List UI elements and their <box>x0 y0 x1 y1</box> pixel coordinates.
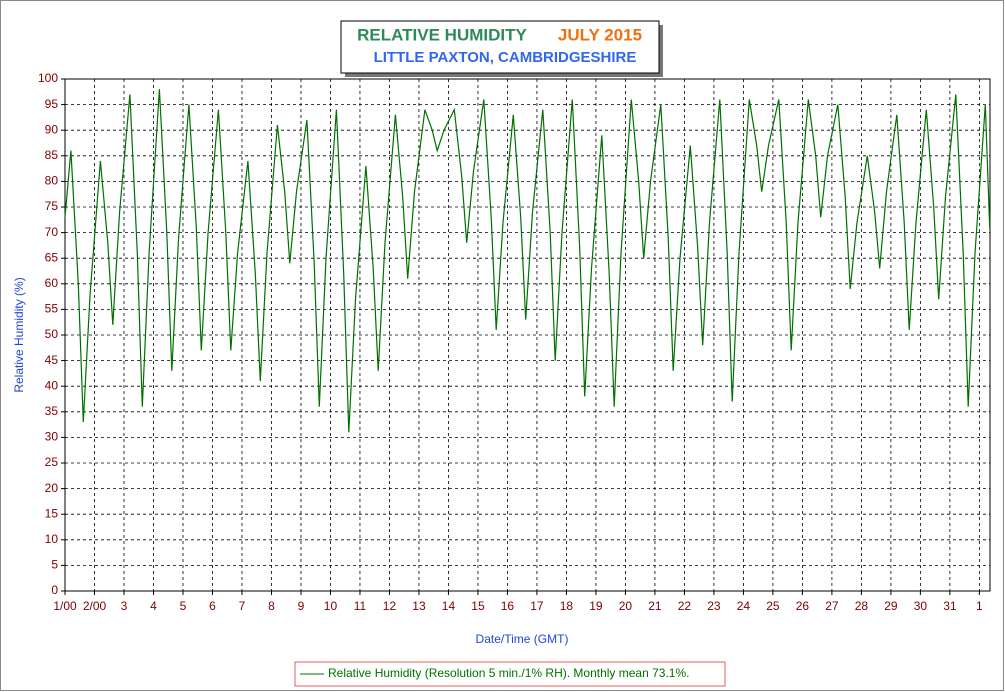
x-tick-label: 5 <box>180 599 187 613</box>
chart-subtitle: LITTLE PAXTON, CAMBRIDGESHIRE <box>374 49 637 66</box>
chart-title-period: JULY 2015 <box>558 25 642 44</box>
x-tick-label: 20 <box>619 599 633 613</box>
x-tick-label: 14 <box>442 599 456 613</box>
y-tick-label: 60 <box>45 276 59 290</box>
y-tick-label: 45 <box>45 353 59 367</box>
x-tick-label: 25 <box>766 599 780 613</box>
y-tick-label: 80 <box>45 174 59 188</box>
x-tick-label: 21 <box>648 599 662 613</box>
x-tick-label: 30 <box>914 599 928 613</box>
y-tick-label: 70 <box>45 225 59 239</box>
y-tick-label: 40 <box>45 378 59 392</box>
y-tick-label: 0 <box>51 583 58 597</box>
y-tick-label: 20 <box>45 481 59 495</box>
y-tick-label: 90 <box>45 122 59 136</box>
y-tick-label: 10 <box>45 532 59 546</box>
x-tick-label: 1/00 <box>53 599 77 613</box>
y-tick-label: 85 <box>45 148 59 162</box>
x-tick-label: 26 <box>796 599 810 613</box>
y-tick-label: 50 <box>45 327 59 341</box>
x-tick-label: 16 <box>501 599 515 613</box>
y-tick-label: 95 <box>45 97 59 111</box>
x-tick-label: 3 <box>121 599 128 613</box>
plot-border <box>64 78 991 592</box>
x-tick-label: 18 <box>560 599 574 613</box>
y-tick-label: 65 <box>45 250 59 264</box>
x-tick-label: 17 <box>530 599 544 613</box>
y-tick-label: 5 <box>51 558 58 572</box>
x-tick-label: 6 <box>209 599 216 613</box>
x-tick-label: 23 <box>707 599 721 613</box>
y-tick-label: 30 <box>45 430 59 444</box>
x-tick-label: 9 <box>298 599 305 613</box>
x-tick-label: 29 <box>884 599 898 613</box>
x-tick-label: 22 <box>678 599 692 613</box>
y-tick-label: 100 <box>38 71 58 85</box>
legend-box <box>294 661 726 687</box>
x-tick-label: 13 <box>412 599 426 613</box>
y-tick-label: 25 <box>45 455 59 469</box>
legend-label: Relative Humidity (Resolution 5 min./1% … <box>328 666 689 680</box>
x-tick-label: 31 <box>943 599 957 613</box>
x-tick-label: 24 <box>737 599 751 613</box>
y-tick-label: 15 <box>45 506 59 520</box>
x-tick-label: 2/00 <box>83 599 107 613</box>
x-axis-label: Date/Time (GMT) <box>476 632 569 646</box>
x-tick-label: 8 <box>268 599 275 613</box>
x-tick-label: 12 <box>383 599 397 613</box>
x-tick-label: 11 <box>354 599 367 613</box>
x-tick-label: 15 <box>471 599 485 613</box>
x-tick-label: 28 <box>855 599 869 613</box>
x-tick-label: 7 <box>239 599 246 613</box>
y-tick-label: 55 <box>45 302 59 316</box>
x-tick-label: 4 <box>150 599 157 613</box>
x-tick-label: 19 <box>589 599 603 613</box>
x-tick-label: 27 <box>825 599 839 613</box>
title-box <box>340 20 660 74</box>
y-tick-label: 35 <box>45 404 59 418</box>
y-axis-label: Relative Humidity (%) <box>12 277 26 392</box>
y-tick-label: 75 <box>45 199 59 213</box>
x-tick-label: 10 <box>324 599 338 613</box>
x-tick-label: 1 <box>976 599 983 613</box>
chart-title: RELATIVE HUMIDITY <box>357 25 527 44</box>
line-series <box>64 89 991 433</box>
